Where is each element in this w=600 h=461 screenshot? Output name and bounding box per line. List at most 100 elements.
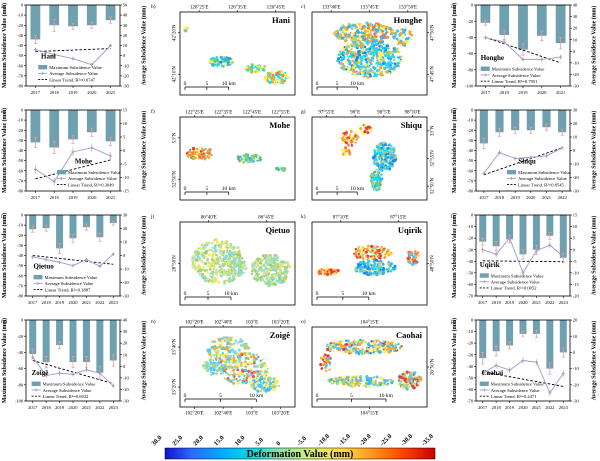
scalebar-label: 5 [342,291,345,297]
colorbar-tick-label: -20.0 [358,433,373,448]
qietuo-chart-svg: i) 0 -10 -20 -30 -40 -50 -60 -70 -80 30 20 10 0 -10 -20… [1,213,148,305]
latitude-label: 28°50'N [173,255,178,272]
legend-trend-label: Linear Trend, R²=0.3887 [45,287,92,293]
panel-uqirik-chart: l) 0 -10 -20 -30 -40 -50 -60 -70 15 10 5 0 -5 -10 -15 -2… [450,210,600,315]
colorbar-tick-label: 15.0 [213,434,226,447]
legend-label: Average Subsidence Value [43,388,92,393]
scalebar-label: 0 [316,393,319,399]
left-tick-label: -60 [17,63,24,68]
chart-title: Honghe [481,54,504,62]
scalebar-label: 10 km [362,291,377,297]
max-subsidence-bar [30,5,41,40]
caohai-map-svg: o) 104°15'E 104°15'E 26°50'N Caohai 0 5 10 km [301,318,436,417]
max-subsidence-bar [105,5,116,21]
panel-uqirik-map: k) 87°10'E 87°15'E 48°50'N Uqirik 0 5 10 km [300,210,450,315]
year-tick-label: 2023 [559,405,569,410]
left-tick-label: -20 [17,23,24,28]
panel-hani-map: b) 126°25'E 126°35'E 126°45'E 42°20'N 42°10'N… [150,0,300,105]
year-tick-label: 2021 [532,405,542,410]
longitude-label: 122°55'E [271,111,289,116]
map-title: Qietuo [265,225,290,235]
right-tick-label: -10 [573,162,580,167]
right-tick-label: 0 [123,53,126,58]
right-axis-title: Average Subsidence Value (mm) [141,321,148,401]
linear-trend-line [32,255,114,265]
latitude-label: 48°50'N [431,255,436,272]
year-tick-label: 2019 [505,300,515,305]
longitude-label: 98°10'E [405,111,421,116]
left-tick-label: -20 [467,19,474,24]
right-tick-label: -20 [123,280,130,285]
right-tick-label: 5 [573,236,576,241]
scalebar-label: 5 [219,393,222,399]
left-tick-label: -50 [467,375,474,380]
latitude-label: 42°20'N [173,24,178,41]
legend-bar-swatch [33,274,43,280]
average-subsidence-line [483,147,563,174]
legend-bar-swatch [479,381,489,386]
colorbar-svg: 30.0 25.0 20.0 15.0 10.0 5.0 0 -5.0 -10.0 -15.0 -2… [150,433,436,460]
scalebar-label: 0 [316,81,319,87]
max-subsidence-bar [82,320,90,363]
honghe-map-svg: c) 133°40'E 133°45'E 133°50'E 47°50'N 47°45'N… [301,3,436,96]
right-tick-label: 10 [123,352,128,357]
right-tick-label: 0 [573,247,576,252]
left-tick-label: -20 [467,128,474,133]
map-title: Zoigê [270,330,291,340]
scalebar-label: 5 [336,81,339,87]
right-tick-label: -10 [123,63,130,68]
deformation-speckle-layer [316,244,420,277]
max-subsidence-bar [30,110,41,143]
right-tick-label: 10 [573,334,578,339]
year-tick-label: 2022 [95,405,105,410]
right-tick-label: 40 [123,318,128,323]
right-tick-label: 30 [123,23,128,28]
left-tick-label: -20 [467,236,474,241]
left-tick-label: -40 [467,148,474,153]
left-tick-label: -40 [17,148,24,153]
year-tick-label: 2018 [42,300,52,305]
left-tick-label: -100 [15,399,24,404]
year-tick-label: 2017 [31,90,41,95]
legend-label: Maximum Subsidence Value [45,275,98,280]
scalebar-label: 10 km [249,393,264,399]
right-tick-label: 5 [123,135,126,140]
left-tick-label: -80 [17,84,24,89]
max-subsidence-bar [546,215,554,236]
longitude-label: 103°E [246,412,259,417]
longitude-label: 102°40'E [214,321,232,326]
longitude-label: 122°25'E [185,111,203,116]
scalebar-label: 10 km [222,186,237,192]
legend-label: Maximum Subsidence Value [49,65,102,70]
deformation-speckle-layer [319,338,423,391]
panel-letter: m) [1,318,7,325]
left-tick-label: -50 [467,158,474,163]
scalebar-label: 10 km [379,393,394,399]
mohe-map-svg: f) 122°25'E 122°35'E 122°45'E 122°55'E 53°N 52… [151,108,296,201]
left-axis-title: Maximum Subsidence Value (mm) [1,108,8,193]
legend-trend-label: Linear Trend, R²=0.2471 [491,394,538,400]
right-tick-label: -5 [573,259,577,264]
left-tick-label: 0 [471,318,474,323]
map-title: Caohai [396,330,423,340]
right-tick-label: 15 [573,213,578,218]
left-axis-title: Maximum Subsidence Value (mm) [451,213,458,298]
longitude-label: 103°E [246,321,259,326]
latitude-label: 52°50'N [173,171,178,188]
year-tick-label: 2020 [68,405,78,410]
latitude-label: 47°45'N [431,66,436,83]
right-tick-label: -20 [123,387,130,392]
year-tick-label: 2020 [526,195,536,200]
left-tick-label: -70 [467,178,474,183]
max-subsidence-bar [82,215,90,228]
right-tick-label: 10 [123,121,128,126]
left-axis-title: Maximum Subsidence Value (mm) [451,318,458,403]
chart-title: Uqirik [480,261,500,269]
legend-bar-swatch [507,169,517,175]
max-subsidence-bar [492,215,500,247]
colorbar-tick-label: 10.0 [234,434,247,447]
max-subsidence-bar [29,215,37,230]
max-subsidence-bar [480,5,491,23]
left-tick-label: -40 [467,259,474,264]
right-tick-label: 10 [123,43,128,48]
